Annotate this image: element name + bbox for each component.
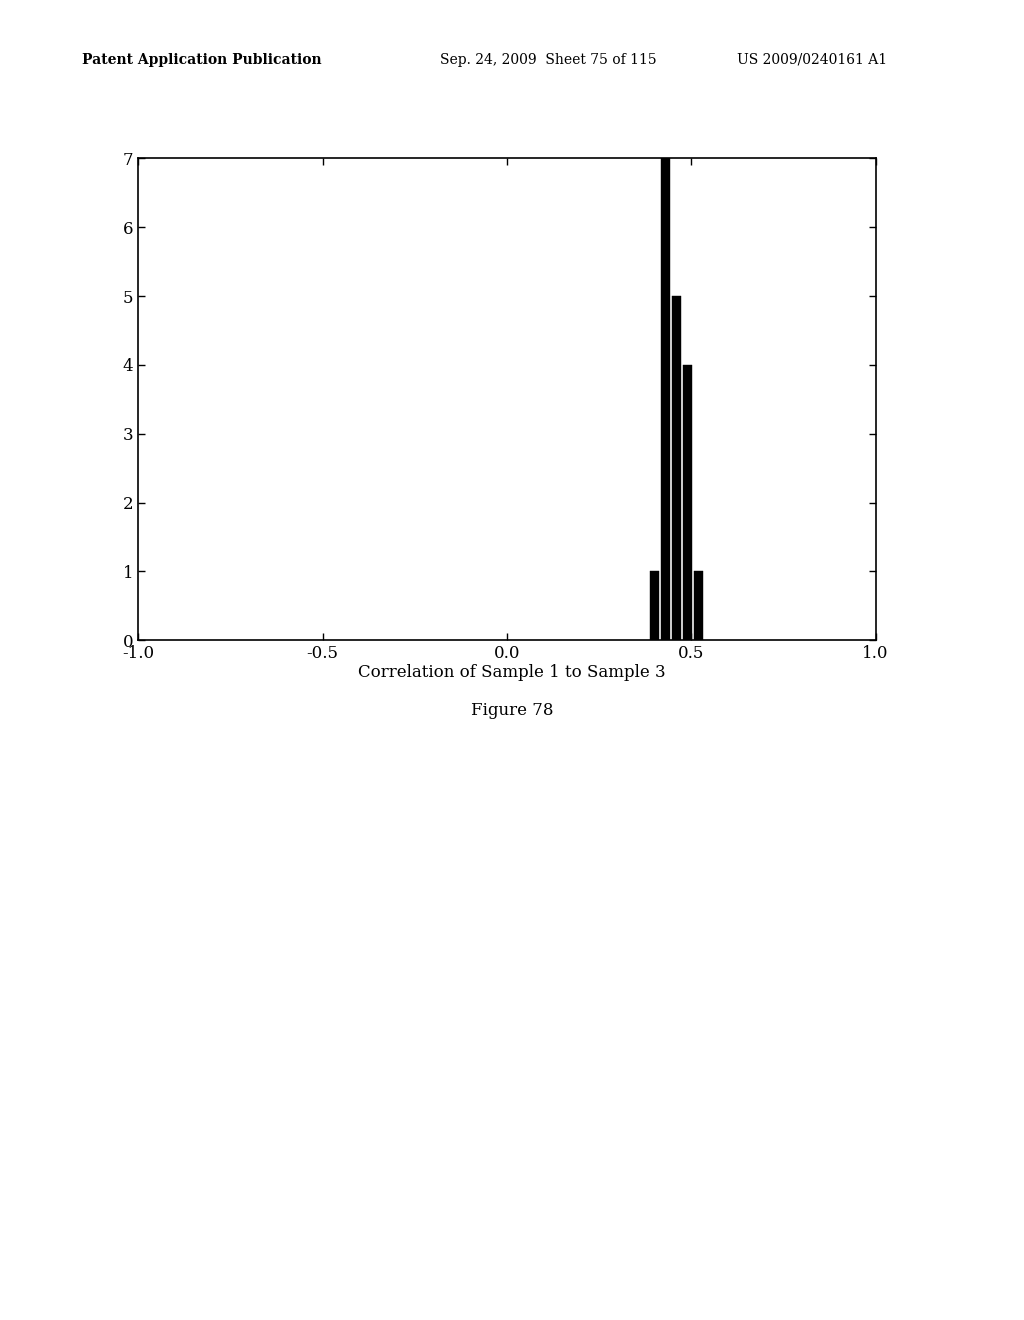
Bar: [683, 364, 692, 640]
Bar: [694, 572, 703, 640]
Text: Patent Application Publication: Patent Application Publication: [82, 53, 322, 67]
Bar: [672, 296, 681, 640]
Bar: [660, 158, 670, 640]
Text: Sep. 24, 2009  Sheet 75 of 115: Sep. 24, 2009 Sheet 75 of 115: [440, 53, 657, 67]
Text: Correlation of Sample 1 to Sample 3: Correlation of Sample 1 to Sample 3: [358, 664, 666, 681]
Text: Figure 78: Figure 78: [471, 702, 553, 719]
Text: US 2009/0240161 A1: US 2009/0240161 A1: [737, 53, 888, 67]
Bar: [649, 572, 659, 640]
